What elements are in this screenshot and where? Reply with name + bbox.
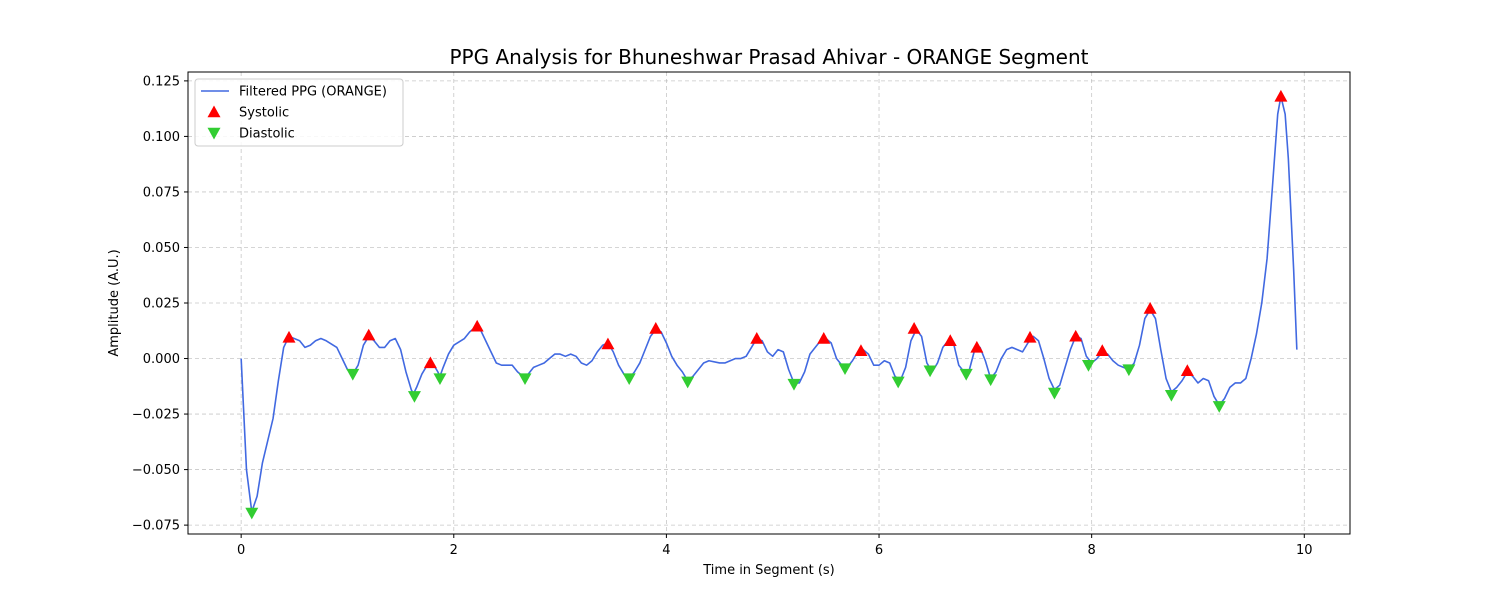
y-axis: −0.075 −0.050 −0.025 0.000 0.025 0.050 0.075 0.… (132, 74, 188, 534)
systolic-marker (1069, 329, 1083, 342)
systolic-marker (1143, 302, 1157, 314)
x-tick-label: 10 (1296, 543, 1313, 558)
systolic-marker (470, 319, 484, 332)
systolic-marker (1274, 89, 1288, 102)
systolic-marker (649, 322, 663, 334)
systolic-marker (601, 337, 615, 350)
grid (188, 72, 1350, 534)
systolic-marker (1180, 364, 1194, 376)
systolic-marker (854, 344, 868, 356)
x-tick-label: 6 (875, 543, 883, 558)
diastolic-marker (245, 507, 259, 520)
x-tick-label: 4 (662, 543, 670, 558)
diastolic-marker (787, 378, 801, 391)
ppg-signal-line (240, 95, 1298, 513)
systolic-marker (750, 332, 764, 344)
y-tick-label: −0.075 (132, 519, 180, 534)
y-tick-label: −0.025 (132, 408, 180, 423)
legend-label: Diastolic (239, 127, 295, 142)
diastolic-marker (959, 368, 973, 381)
x-tick-label: 0 (237, 543, 245, 558)
x-axis: 0 2 4 6 8 10 (237, 534, 1313, 558)
x-tick-label: 2 (450, 543, 458, 558)
chart-title: PPG Analysis for Bhuneshwar Prasad Ahiva… (450, 45, 1089, 69)
y-tick-label: 0.075 (143, 185, 180, 200)
legend-box (194, 78, 404, 147)
diastolic-marker (838, 363, 852, 376)
diastolic-marker (346, 368, 360, 381)
diastolic-marker (1081, 359, 1095, 372)
legend-systolic-swatch (207, 105, 221, 118)
diastolic-marker (1047, 387, 1061, 400)
systolic-marker (817, 332, 831, 344)
diastolic-marker (622, 373, 636, 386)
y-tick-label: −0.050 (132, 463, 180, 478)
systolic-marker (282, 330, 296, 343)
legend-diastolic-swatch (207, 127, 221, 140)
diastolic-marker (1122, 364, 1136, 377)
diastolic-marker (984, 374, 998, 387)
diastolic-marker (681, 376, 695, 389)
plot-area (240, 89, 1298, 520)
diastolic-marker (407, 391, 421, 403)
diastolic-marker (433, 373, 447, 386)
systolic-marker (362, 328, 376, 341)
legend-label: Systolic (239, 106, 289, 121)
systolic-marker (943, 334, 957, 346)
diastolic-marker (891, 376, 905, 389)
systolic-marker (970, 340, 984, 353)
y-tick-label: 0.000 (143, 352, 180, 367)
diastolic-marker (518, 373, 532, 386)
x-axis-label: Time in Segment (s) (702, 563, 834, 578)
y-tick-label: 0.025 (143, 297, 180, 312)
legend-label: Filtered PPG (ORANGE) (239, 85, 387, 100)
diastolic-marker (923, 365, 937, 378)
diastolic-marker (1164, 389, 1178, 402)
systolic-marker (907, 322, 921, 334)
y-axis-label: Amplitude (A.U.) (107, 249, 122, 356)
y-tick-label: 0.100 (143, 130, 180, 145)
y-tick-label: 0.050 (143, 241, 180, 256)
systolic-marker (1023, 330, 1037, 343)
systolic-marker (423, 356, 437, 369)
diastolic-marker (1212, 401, 1226, 413)
y-tick-label: 0.125 (143, 74, 180, 89)
legend: Filtered PPG (ORANGE) Systolic Diastolic (194, 78, 404, 147)
systolic-marker (1095, 344, 1109, 356)
x-tick-label: 8 (1088, 543, 1096, 558)
